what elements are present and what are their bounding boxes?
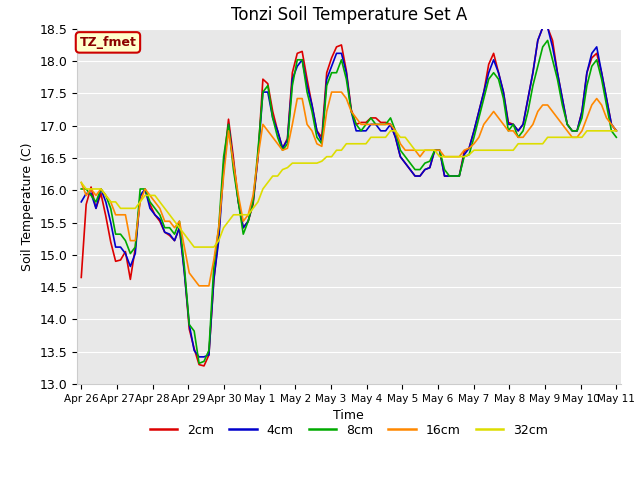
- Text: TZ_fmet: TZ_fmet: [79, 36, 136, 49]
- Legend: 2cm, 4cm, 8cm, 16cm, 32cm: 2cm, 4cm, 8cm, 16cm, 32cm: [145, 419, 553, 442]
- X-axis label: Time: Time: [333, 409, 364, 422]
- Y-axis label: Soil Temperature (C): Soil Temperature (C): [20, 142, 34, 271]
- Title: Tonzi Soil Temperature Set A: Tonzi Soil Temperature Set A: [230, 6, 467, 24]
